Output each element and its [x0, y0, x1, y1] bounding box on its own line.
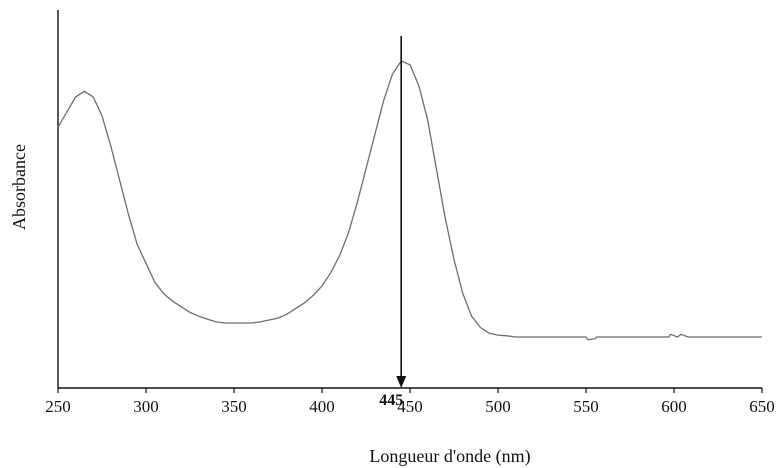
- axes: [57, 10, 762, 389]
- x-tick-label: 500: [485, 397, 511, 416]
- x-tick-label: 400: [309, 397, 335, 416]
- x-tick-label: 600: [661, 397, 687, 416]
- y-axis-title: Absorbance: [9, 144, 29, 230]
- x-tick-label: 300: [133, 397, 159, 416]
- x-tick-label: 650: [749, 397, 775, 416]
- x-axis-title: Longueur d'onde (nm): [369, 446, 530, 467]
- x-tick-label: 250: [45, 397, 71, 416]
- x-tick-label: 550: [573, 397, 599, 416]
- x-tick-label: 450: [397, 397, 423, 416]
- peak-wavelength-label: 445: [379, 392, 403, 409]
- peak-marker-arrowhead: [396, 376, 407, 388]
- series-layer: [57, 60, 762, 341]
- x-ticks: 250 300 350 400 450 500 550 600 650: [45, 388, 775, 416]
- annotation-layer: 445: [379, 36, 407, 409]
- x-tick-label: 350: [221, 397, 247, 416]
- absorbance-curve: [57, 60, 762, 341]
